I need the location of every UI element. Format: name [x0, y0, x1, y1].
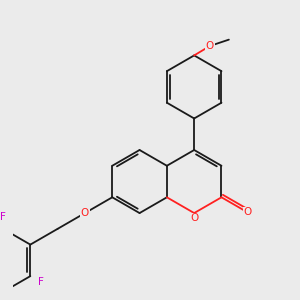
Text: F: F [38, 277, 44, 287]
Text: F: F [0, 212, 6, 222]
Text: O: O [190, 213, 198, 223]
Text: O: O [243, 207, 252, 217]
Text: O: O [206, 41, 214, 51]
Text: O: O [81, 208, 89, 218]
